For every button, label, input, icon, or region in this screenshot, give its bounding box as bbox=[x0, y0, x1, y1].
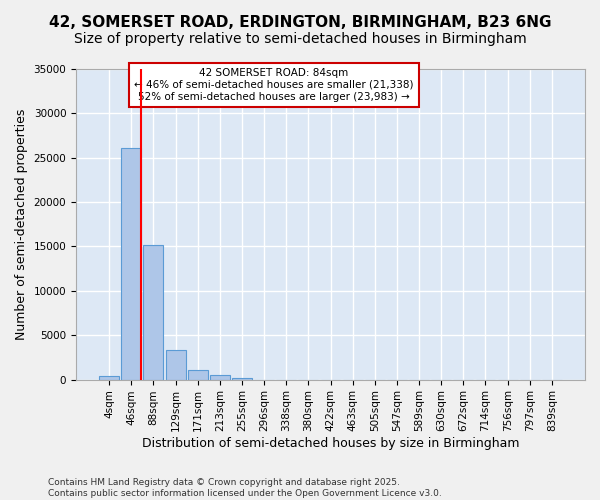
Text: 42, SOMERSET ROAD, ERDINGTON, BIRMINGHAM, B23 6NG: 42, SOMERSET ROAD, ERDINGTON, BIRMINGHAM… bbox=[49, 15, 551, 30]
Bar bbox=[121, 148, 141, 380]
Bar bbox=[143, 244, 163, 380]
Bar bbox=[166, 350, 185, 380]
Y-axis label: Number of semi-detached properties: Number of semi-detached properties bbox=[15, 108, 28, 340]
Bar bbox=[210, 376, 230, 380]
Text: Contains HM Land Registry data © Crown copyright and database right 2025.
Contai: Contains HM Land Registry data © Crown c… bbox=[48, 478, 442, 498]
Bar bbox=[188, 370, 208, 380]
Text: Size of property relative to semi-detached houses in Birmingham: Size of property relative to semi-detach… bbox=[74, 32, 526, 46]
Bar bbox=[232, 378, 252, 380]
Bar bbox=[99, 376, 119, 380]
X-axis label: Distribution of semi-detached houses by size in Birmingham: Distribution of semi-detached houses by … bbox=[142, 437, 519, 450]
Text: 42 SOMERSET ROAD: 84sqm
← 46% of semi-detached houses are smaller (21,338)
52% o: 42 SOMERSET ROAD: 84sqm ← 46% of semi-de… bbox=[134, 68, 414, 102]
